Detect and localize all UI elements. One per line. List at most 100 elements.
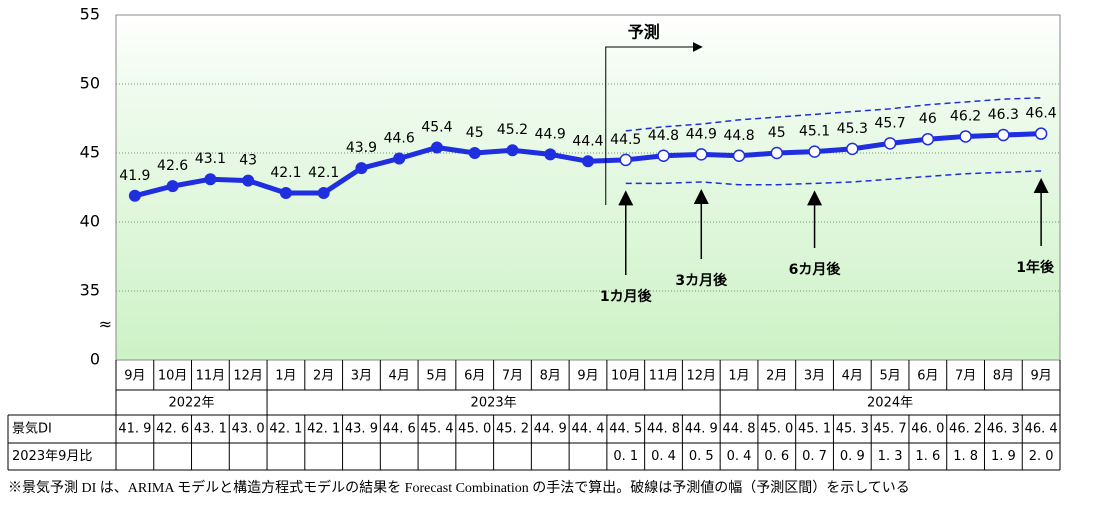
y-tick-label: 40 bbox=[80, 212, 100, 231]
data-label: 44.9 bbox=[686, 126, 717, 142]
table-cell: 45. 7 bbox=[874, 422, 907, 437]
month-label: 10月 bbox=[158, 369, 188, 384]
table-cell: 44. 4 bbox=[571, 422, 604, 437]
point bbox=[1034, 127, 1048, 140]
year-label: 2022年 bbox=[168, 396, 214, 411]
year-label: 2023年 bbox=[471, 396, 517, 411]
month-label: 7月 bbox=[502, 369, 523, 384]
table-cell: 0. 6 bbox=[764, 449, 789, 464]
y-tick-label: 45 bbox=[80, 143, 100, 162]
point bbox=[544, 148, 557, 161]
table-cell: 45. 0 bbox=[458, 422, 491, 437]
year-label: 2024年 bbox=[867, 396, 913, 411]
table-cell: 44. 9 bbox=[534, 422, 567, 437]
point bbox=[846, 142, 859, 156]
horizon-label: 1カ月後 bbox=[600, 288, 653, 305]
data-label: 44.9 bbox=[535, 126, 566, 142]
month-label: 2月 bbox=[313, 369, 334, 384]
table-cell: 43. 1 bbox=[194, 422, 227, 437]
table-cell: 44. 8 bbox=[647, 422, 680, 437]
row-label: 景気DI bbox=[12, 421, 52, 437]
month-label: 6月 bbox=[464, 369, 485, 384]
table-cell: 0. 9 bbox=[840, 449, 865, 464]
table-cell: 42. 1 bbox=[269, 422, 302, 437]
point bbox=[355, 162, 368, 175]
table-cell: 44. 9 bbox=[685, 422, 718, 437]
data-label: 43 bbox=[239, 153, 257, 169]
footnote: ※景気予測 DI は、ARIMA モデルと構造方程式モデルの結果を Foreca… bbox=[8, 479, 910, 496]
data-label: 45.1 bbox=[799, 124, 830, 140]
horizon-label: 1年後 bbox=[1016, 259, 1055, 276]
y-tick-label: 35 bbox=[80, 281, 100, 300]
month-label: 12月 bbox=[233, 369, 263, 384]
data-label: 44.4 bbox=[572, 133, 603, 149]
data-label: 42.1 bbox=[270, 165, 301, 181]
point bbox=[657, 149, 670, 163]
data-label: 44.8 bbox=[723, 128, 754, 144]
point bbox=[317, 187, 330, 200]
table-cell: 46. 4 bbox=[1025, 422, 1058, 437]
month-label: 5月 bbox=[879, 369, 900, 384]
table-cell: 1. 8 bbox=[953, 449, 978, 464]
month-label: 6月 bbox=[917, 369, 938, 384]
month-label: 7月 bbox=[955, 369, 976, 384]
point bbox=[921, 132, 935, 146]
point bbox=[468, 147, 481, 159]
data-label: 44.5 bbox=[610, 132, 641, 148]
point bbox=[695, 148, 708, 161]
table-cell: 42. 1 bbox=[307, 422, 340, 437]
point bbox=[279, 187, 292, 200]
data-label: 46 bbox=[919, 111, 937, 127]
data-label: 45 bbox=[466, 125, 484, 141]
table-cell: 0. 5 bbox=[689, 449, 714, 464]
month-label: 4月 bbox=[389, 369, 410, 384]
point bbox=[997, 128, 1010, 142]
month-label: 9月 bbox=[124, 369, 145, 384]
point bbox=[166, 180, 179, 193]
forecast-arrow bbox=[605, 42, 703, 205]
point bbox=[128, 189, 141, 202]
point bbox=[770, 146, 784, 160]
table-cell: 45. 0 bbox=[760, 422, 793, 437]
plot-area bbox=[115, 14, 1061, 361]
point bbox=[808, 145, 821, 158]
month-label: 10月 bbox=[611, 369, 641, 384]
month-label: 2月 bbox=[766, 369, 787, 384]
point bbox=[242, 174, 255, 187]
table-cell: 41. 9 bbox=[118, 422, 151, 437]
y-tick-label: 55 bbox=[80, 5, 100, 24]
point bbox=[582, 155, 594, 168]
month-label: 9月 bbox=[577, 369, 598, 384]
forecast-label: 予測 bbox=[628, 23, 660, 42]
data-label: 44.6 bbox=[384, 131, 415, 147]
table-cell: 44. 6 bbox=[383, 422, 416, 437]
data-label: 45.4 bbox=[421, 119, 452, 135]
table-cell: 45. 1 bbox=[798, 422, 831, 437]
table-cell: 46. 2 bbox=[949, 422, 982, 437]
table-cell: 45. 2 bbox=[496, 422, 529, 437]
data-label: 46.4 bbox=[1026, 106, 1057, 122]
month-label: 3月 bbox=[804, 369, 825, 384]
table-cell: 43. 9 bbox=[345, 422, 378, 437]
month-label: 5月 bbox=[426, 369, 447, 384]
data-label: 41.9 bbox=[119, 168, 150, 184]
table-cell: 45. 4 bbox=[420, 422, 453, 437]
point bbox=[430, 141, 443, 154]
data-label: 45.2 bbox=[497, 122, 528, 138]
point bbox=[959, 130, 972, 143]
data-label: 45 bbox=[768, 125, 786, 141]
table-cell: 46. 0 bbox=[911, 422, 944, 437]
table-cell: 0. 4 bbox=[727, 449, 752, 464]
data-label: 42.1 bbox=[308, 165, 339, 181]
table-cell: 0. 1 bbox=[613, 449, 638, 464]
table-cell: 1. 9 bbox=[991, 449, 1016, 464]
table-cell: 2. 0 bbox=[1029, 449, 1054, 464]
data-label: 46.2 bbox=[950, 108, 981, 124]
data-label: 46.3 bbox=[988, 107, 1019, 123]
data-label: 43.1 bbox=[195, 151, 226, 167]
y-tick-label: 0 bbox=[90, 350, 100, 369]
data-label: 43.9 bbox=[346, 140, 377, 156]
table-cell: 0. 4 bbox=[651, 449, 676, 464]
data-label: 44.8 bbox=[648, 128, 679, 144]
